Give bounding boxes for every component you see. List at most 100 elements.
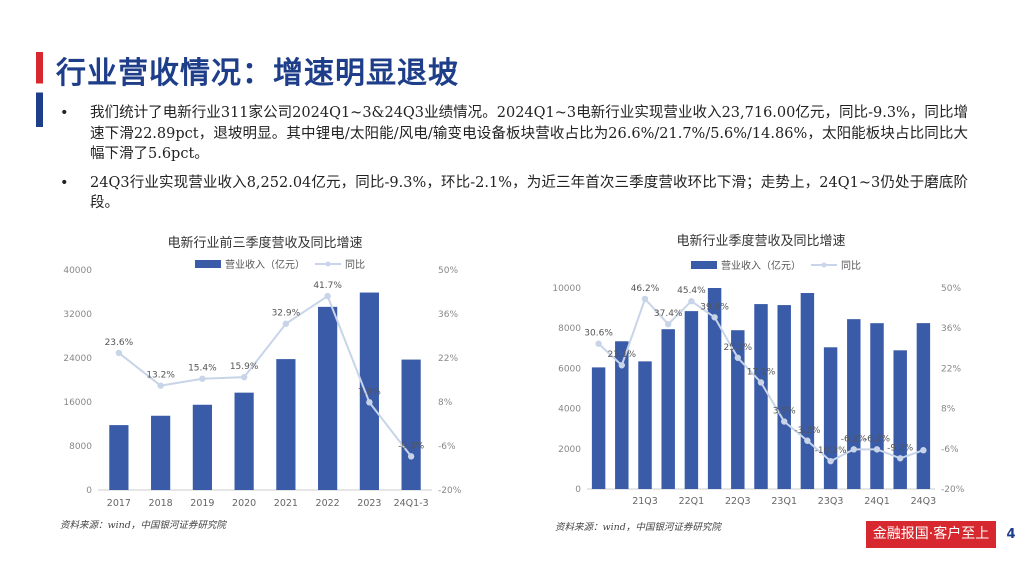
y-left-tick-label: 24000: [63, 354, 92, 364]
yoy-point: [873, 446, 881, 453]
revenue-bar: [731, 330, 745, 489]
yoy-data-label: 39.8%: [700, 302, 729, 312]
yoy-point: [282, 320, 290, 327]
revenue-bar: [359, 292, 379, 490]
x-tick-label: 22Q3: [725, 496, 751, 507]
revenue-bar: [847, 319, 861, 489]
page-number: 4: [1006, 527, 1016, 542]
yoy-data-label: 17.1%: [747, 367, 776, 377]
x-tick-label: 2021: [274, 498, 298, 509]
x-tick-label: 22Q1: [679, 496, 705, 507]
y-left-tick-label: 16000: [63, 398, 92, 408]
y-right-tick-label: 8%: [438, 398, 453, 408]
y-right-tick-label: 22%: [941, 364, 961, 374]
revenue-bar: [707, 288, 722, 489]
revenue-bar: [823, 347, 838, 489]
yoy-data-label: 15.9%: [230, 362, 259, 372]
x-tick-label: 23Q1: [771, 496, 797, 507]
yoy-data-label: 7.9%: [358, 387, 381, 397]
revenue-bar: [661, 329, 675, 489]
y-right-tick-label: 50%: [438, 266, 458, 276]
yoy-data-label: 25.7%: [724, 343, 753, 353]
yoy-point: [781, 418, 788, 425]
yoy-data-label: 45.4%: [677, 286, 706, 296]
y-right-tick-label: -20%: [438, 486, 462, 496]
yoy-point: [804, 437, 811, 444]
y-right-tick-label: -6%: [438, 442, 456, 452]
legend-label-yoy: 同比: [345, 259, 365, 271]
yoy-point: [618, 362, 625, 369]
y-left-tick-label: 0: [86, 486, 92, 496]
revenue-bar: [234, 392, 254, 490]
revenue-bar: [318, 306, 338, 490]
yoy-point: [157, 382, 164, 389]
y-right-tick-label: 36%: [438, 310, 458, 320]
yoy-point: [407, 453, 415, 460]
bullet-item: 我们统计了电新行业311家公司2024Q1~3&24Q3业绩情况。2024Q1~…: [60, 103, 968, 165]
x-tick-label: 2020: [232, 498, 256, 509]
chart-title: 电新行业季度营收及同比增速: [676, 233, 845, 249]
yoy-data-label: 37.4%: [654, 309, 683, 319]
x-tick-label: 2023: [357, 498, 381, 509]
revenue-bar: [754, 304, 768, 489]
yoy-data-label: 3.5%: [773, 407, 796, 417]
x-tick-label: 23Q3: [818, 496, 844, 507]
y-left-tick-label: 0: [575, 485, 581, 495]
yoy-data-label: 46.2%: [631, 284, 660, 294]
legend-bar-swatch: [195, 260, 221, 268]
y-right-tick-label: -6%: [941, 445, 959, 455]
revenue-bar: [800, 293, 815, 489]
y-left-tick-label: 2000: [558, 445, 581, 455]
chart-title: 电新行业前三季度营收及同比增速: [167, 235, 362, 251]
yoy-point: [897, 455, 904, 462]
legend-label-yoy: 同比: [841, 260, 861, 272]
revenue-bar: [109, 425, 129, 490]
yoy-data-label: 30.6%: [584, 329, 613, 339]
yoy-point: [199, 375, 206, 382]
legend-label-revenue: 营业收入（亿元）: [225, 258, 305, 271]
yoy-point: [324, 292, 331, 300]
x-tick-label: 21Q3: [632, 496, 658, 507]
revenue-bar: [916, 323, 931, 489]
legend-line-marker: [821, 262, 827, 268]
y-left-tick-label: 8000: [558, 324, 581, 334]
yoy-point: [850, 446, 857, 453]
x-tick-label: 2022: [316, 498, 340, 509]
yoy-line: [118, 294, 412, 457]
revenue-bar: [777, 305, 791, 489]
revenue-bar: [151, 415, 171, 490]
yoy-data-label: -3.2%: [794, 426, 821, 436]
y-left-tick-label: 32000: [63, 310, 92, 320]
revenue-bar: [276, 359, 296, 490]
y-left-tick-label: 10000: [552, 284, 581, 294]
x-tick-label: 24Q1: [864, 496, 890, 507]
yoy-data-label: 23.6%: [105, 338, 134, 348]
legend-label-revenue: 营业收入（亿元）: [721, 259, 801, 272]
y-left-tick-label: 8000: [69, 442, 92, 452]
y-right-tick-label: 50%: [941, 284, 961, 294]
yoy-data-label: 41.7%: [313, 281, 342, 291]
title-accent-bar: [36, 52, 43, 127]
x-tick-label: 2018: [149, 498, 173, 509]
yoy-point: [920, 447, 927, 454]
chart-source-left: 资料来源：wind，中国银河证券研究院: [60, 520, 226, 531]
yoy-data-label: -9.3%: [887, 443, 914, 453]
x-tick-label: 2017: [107, 498, 131, 509]
y-left-tick-label: 4000: [558, 405, 581, 415]
yoy-data-label: -10.3%: [815, 446, 847, 456]
y-left-tick-label: 40000: [63, 266, 92, 276]
yoy-data-label: 23.1%: [608, 350, 637, 360]
yoy-point: [240, 373, 248, 381]
page-title: 行业营收情况：增速明显退坡: [56, 56, 459, 91]
y-right-tick-label: 8%: [941, 405, 956, 415]
yoy-point: [641, 295, 649, 303]
yoy-data-label: -6.2%: [864, 434, 891, 444]
y-left-tick-label: 6000: [558, 364, 581, 374]
revenue-bar: [591, 367, 606, 489]
yoy-point: [665, 320, 672, 328]
yoy-point: [827, 457, 834, 465]
yoy-point: [711, 314, 718, 321]
yoy-point: [115, 349, 123, 357]
yoy-point: [734, 354, 741, 361]
bullet-list: 我们统计了电新行业311家公司2024Q1~3&24Q3业绩情况。2024Q1~…: [60, 103, 968, 222]
